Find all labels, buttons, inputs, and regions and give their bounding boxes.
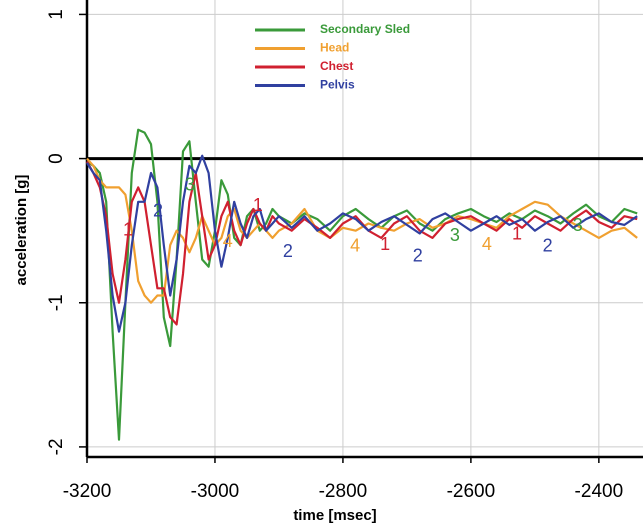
series-line (86, 154, 638, 333)
x-axis-label: time [msec] (293, 507, 376, 524)
legend-label: Head (320, 41, 349, 55)
y-axis-label: acceleration [g] (13, 175, 30, 286)
annotation: 3 (450, 225, 460, 245)
annotation: 2 (283, 241, 293, 261)
y-tick-label: -1 (46, 294, 67, 311)
x-tick-label: -3200 (63, 481, 112, 502)
annotation: 1 (512, 224, 522, 244)
series-line (86, 157, 638, 304)
series-line (86, 160, 638, 326)
annotation: 1 (380, 234, 390, 254)
y-tick-label: -2 (46, 438, 67, 455)
annotation: 3 (185, 175, 195, 195)
legend-label: Chest (320, 59, 353, 73)
x-tick-label: -2400 (575, 481, 624, 502)
annotation: 4 (350, 235, 360, 255)
x-tick-label: -2800 (319, 481, 368, 502)
annotation: 1 (123, 219, 133, 239)
x-tick-label: -3000 (191, 481, 240, 502)
y-tick-label: 1 (46, 9, 67, 20)
annotation: 3 (573, 215, 583, 235)
annotation: 4 (482, 234, 492, 254)
annotation: 2 (413, 245, 423, 265)
x-tick-label: -2600 (447, 481, 496, 502)
annotation: 1 (253, 195, 263, 215)
annotation: 4 (223, 231, 233, 251)
annotation: 2 (543, 235, 553, 255)
annotation: 2 (153, 201, 163, 221)
series-line (86, 128, 638, 441)
legend-label: Pelvis (320, 78, 355, 92)
y-tick-label: 0 (46, 153, 67, 164)
legend-label: Secondary Sled (320, 22, 410, 36)
